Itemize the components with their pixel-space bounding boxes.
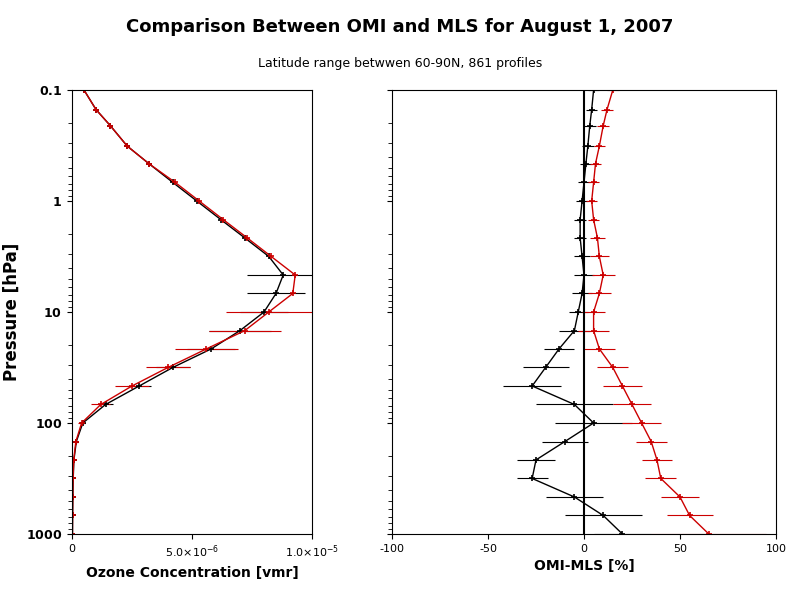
Text: Comparison Between OMI and MLS for August 1, 2007: Comparison Between OMI and MLS for Augus… [126, 18, 674, 36]
X-axis label: OMI-MLS [%]: OMI-MLS [%] [534, 559, 634, 573]
Text: Latitude range betwwen 60-90N, 861 profiles: Latitude range betwwen 60-90N, 861 profi… [258, 57, 542, 70]
Y-axis label: Pressure [hPa]: Pressure [hPa] [2, 243, 21, 381]
X-axis label: Ozone Concentration [vmr]: Ozone Concentration [vmr] [86, 566, 298, 580]
